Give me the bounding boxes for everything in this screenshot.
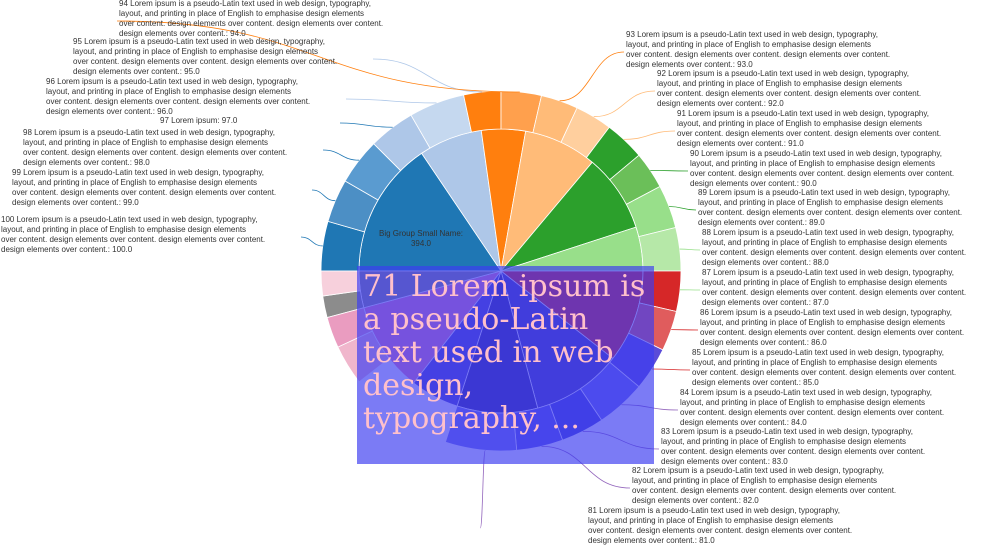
leaf-label: 91 Lorem ipsum is a pseudo-Latin text us… — [677, 109, 941, 148]
center-label-value: 394.0 — [411, 239, 432, 248]
center-label-name: Big Group Small Name: — [379, 229, 463, 238]
leaf-label: 82 Lorem ipsum is a pseudo-Latin text us… — [632, 466, 896, 505]
leaf-label: 86 Lorem ipsum is a pseudo-Latin text us… — [700, 308, 964, 347]
leader-line — [372, 58, 483, 93]
leader-line — [679, 248, 701, 251]
leader-line — [322, 149, 360, 161]
leader-line — [650, 169, 689, 172]
leaf-label: 89 Lorem ipsum is a pseudo-Latin text us… — [698, 188, 962, 227]
leader-line — [339, 122, 393, 128]
leaf-label: 84 Lorem ipsum is a pseudo-Latin text us… — [680, 388, 944, 427]
leaf-label: 87 Lorem ipsum is a pseudo-Latin text us… — [702, 268, 966, 307]
leaf-label: 96 Lorem ipsum is a pseudo-Latin text us… — [46, 77, 310, 116]
leaf-label: 100 Lorem ipsum is a pseudo-Latin text u… — [1, 215, 265, 254]
leaf-label: 98 Lorem ipsum is a pseudo-Latin text us… — [23, 128, 287, 167]
leader-line — [593, 90, 656, 118]
leader-line — [623, 130, 676, 140]
leader-line — [345, 98, 437, 104]
leaf-label: 94 Lorem ipsum is a pseudo-Latin text us… — [119, 0, 383, 38]
leaf-label: 90 Lorem ipsum is a pseudo-Latin text us… — [690, 149, 954, 188]
leader-line — [116, 20, 520, 93]
leader-line — [559, 51, 625, 102]
leaf-label: 97 Lorem ipsum: 97.0 — [160, 116, 238, 125]
leader-line — [669, 206, 697, 211]
leaf-label: 93 Lorem ipsum is a pseudo-Latin text us… — [626, 30, 890, 69]
leader-line — [651, 368, 691, 371]
leaf-label: 88 Lorem ipsum is a pseudo-Latin text us… — [702, 228, 966, 267]
leader-line — [311, 189, 336, 202]
leaf-labels: 100 Lorem ipsum is a pseudo-Latin text u… — [1, 0, 966, 545]
leaf-label: 83 Lorem ipsum is a pseudo-Latin text us… — [661, 427, 925, 466]
leaf-label: 92 Lorem ipsum is a pseudo-Latin text us… — [657, 69, 921, 108]
leaf-label: 81 Lorem ipsum is a pseudo-Latin text us… — [588, 506, 852, 545]
leaf-label: 99 Lorem ipsum is a pseudo-Latin text us… — [12, 168, 276, 207]
leaf-label: 85 Lorem ipsum is a pseudo-Latin text us… — [692, 348, 956, 387]
hover-tooltip: 71 Lorem ipsum is a pseudo-Latin text us… — [357, 266, 654, 464]
leader-line — [300, 236, 323, 247]
leaf-label: 95 Lorem ipsum is a pseudo-Latin text us… — [73, 37, 337, 76]
